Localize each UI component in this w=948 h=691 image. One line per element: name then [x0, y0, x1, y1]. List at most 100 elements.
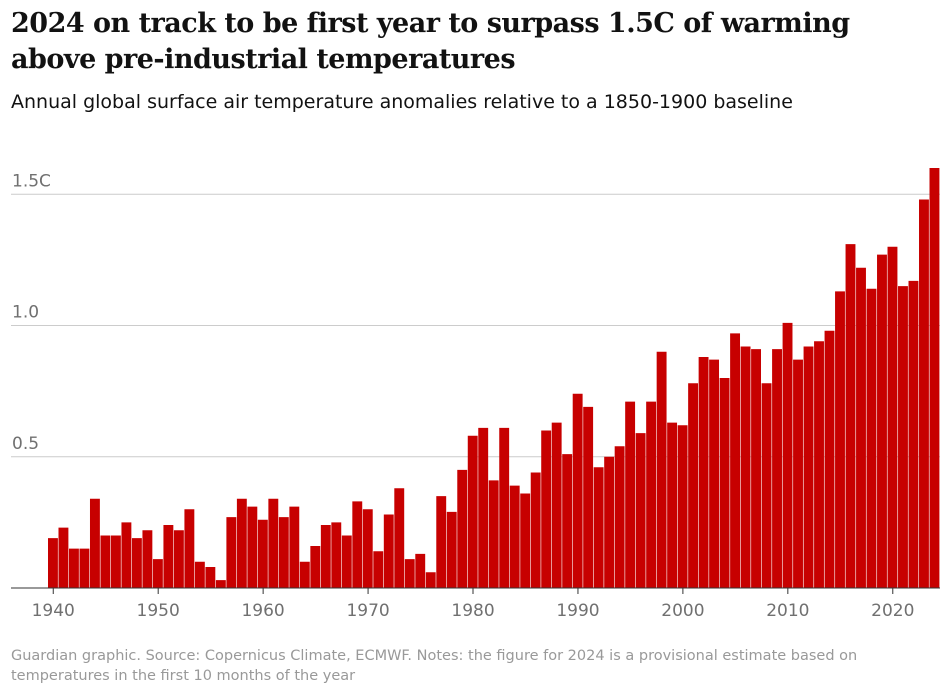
bar-1946	[110, 535, 121, 588]
bar-1948	[131, 538, 142, 588]
x-tick-label: 1980	[451, 601, 494, 620]
bar-1976	[425, 572, 436, 588]
bar-1955	[205, 567, 216, 588]
y-tick-label: 0.5	[12, 434, 39, 454]
bar-1944	[89, 498, 100, 588]
bar-1972	[383, 514, 394, 588]
bar-2019	[877, 254, 887, 588]
bar-2008	[761, 383, 772, 588]
bar-chart: 0.5 1.0 1.5C 1940 1950 1960 1970 1980 1990 2000 2…	[11, 168, 940, 620]
bar-2017	[856, 267, 866, 588]
bar-1983	[499, 427, 510, 588]
bar-2012	[803, 346, 814, 588]
x-tick-label: 1950	[137, 601, 180, 620]
bar-2010	[782, 322, 793, 588]
bar-2002	[698, 357, 709, 588]
bar-1951	[163, 525, 174, 588]
bar-1999	[667, 422, 678, 588]
bar-1986	[530, 472, 541, 588]
bar-1959	[247, 506, 258, 588]
bar-2024	[929, 168, 940, 588]
bar-1963	[289, 506, 300, 588]
bar-1995	[625, 401, 636, 588]
bar-2003	[709, 359, 720, 588]
bar-1947	[121, 522, 132, 588]
bar-2007	[751, 349, 761, 588]
bar-1994	[614, 446, 625, 588]
bar-1988	[551, 422, 562, 588]
x-tick-label: 2020	[871, 601, 914, 620]
bar-1950	[152, 559, 163, 588]
bar-1957	[226, 517, 237, 588]
bar-1949	[142, 530, 153, 588]
bar-1981	[478, 427, 489, 588]
bar-1940	[48, 538, 58, 588]
bars	[48, 168, 940, 588]
x-tick-label: 1960	[241, 601, 284, 620]
x-tick-label: 1990	[556, 601, 599, 620]
bar-2023	[919, 199, 929, 588]
bar-2009	[772, 349, 782, 588]
bar-2021	[898, 286, 908, 588]
bar-1966	[320, 525, 331, 588]
bar-1958	[236, 498, 247, 588]
bar-1945	[100, 535, 111, 588]
bar-1962	[278, 517, 289, 588]
bar-1954	[194, 561, 205, 588]
bar-1941	[58, 527, 69, 588]
chart-title: 2024 on track to be first year to surpas…	[11, 8, 850, 75]
bar-1967	[331, 522, 342, 588]
bar-2018	[866, 288, 877, 588]
bar-2014	[824, 330, 835, 588]
bar-2011	[793, 359, 803, 588]
bar-2020	[887, 246, 898, 588]
bar-1990	[572, 393, 583, 588]
bar-2004	[719, 378, 730, 588]
bar-2013	[814, 341, 824, 588]
bar-1973	[394, 488, 405, 588]
bar-2006	[740, 346, 751, 588]
bar-2022	[908, 280, 919, 588]
bar-2005	[730, 333, 741, 588]
bar-1965	[310, 546, 321, 588]
bar-1961	[268, 498, 279, 588]
bar-1952	[173, 530, 184, 588]
x-tick-label: 2010	[766, 601, 809, 620]
bar-1978	[446, 511, 457, 588]
bar-1969	[352, 501, 363, 588]
x-tick-label: 2000	[661, 601, 704, 620]
bar-2015	[835, 291, 845, 588]
bar-1982	[488, 480, 499, 588]
bar-1975	[415, 553, 426, 588]
bar-1964	[299, 561, 310, 588]
bar-1980	[467, 435, 478, 588]
bar-1953	[184, 509, 195, 588]
bar-1971	[373, 551, 384, 588]
x-tick-label: 1970	[346, 601, 389, 620]
bar-1979	[457, 469, 468, 588]
bar-1960	[257, 519, 268, 588]
bar-1991	[583, 406, 594, 588]
x-tick-label: 1940	[32, 601, 75, 620]
bar-1992	[593, 467, 604, 588]
bar-1984	[509, 485, 520, 588]
bar-1970	[362, 509, 373, 588]
bar-1956	[215, 580, 226, 588]
bar-1987	[541, 430, 552, 588]
bar-1998	[656, 351, 667, 588]
bar-1943	[79, 548, 90, 588]
bar-1968	[341, 535, 352, 588]
bar-2001	[688, 383, 699, 588]
bar-1993	[604, 456, 615, 588]
bar-1974	[404, 559, 415, 588]
bar-1989	[562, 454, 573, 588]
source-note: Guardian graphic. Source: Copernicus Cli…	[11, 648, 858, 684]
bar-1996	[635, 433, 646, 588]
bar-2016	[845, 244, 856, 588]
bar-2000	[677, 425, 688, 588]
bar-1942	[68, 548, 79, 588]
x-axis: 1940 1950 1960 1970 1980 1990 2000 2010 2020	[11, 587, 940, 620]
bar-1985	[520, 493, 531, 588]
bar-1977	[436, 496, 447, 588]
chart-subtitle: Annual global surface air temperature an…	[11, 91, 793, 113]
